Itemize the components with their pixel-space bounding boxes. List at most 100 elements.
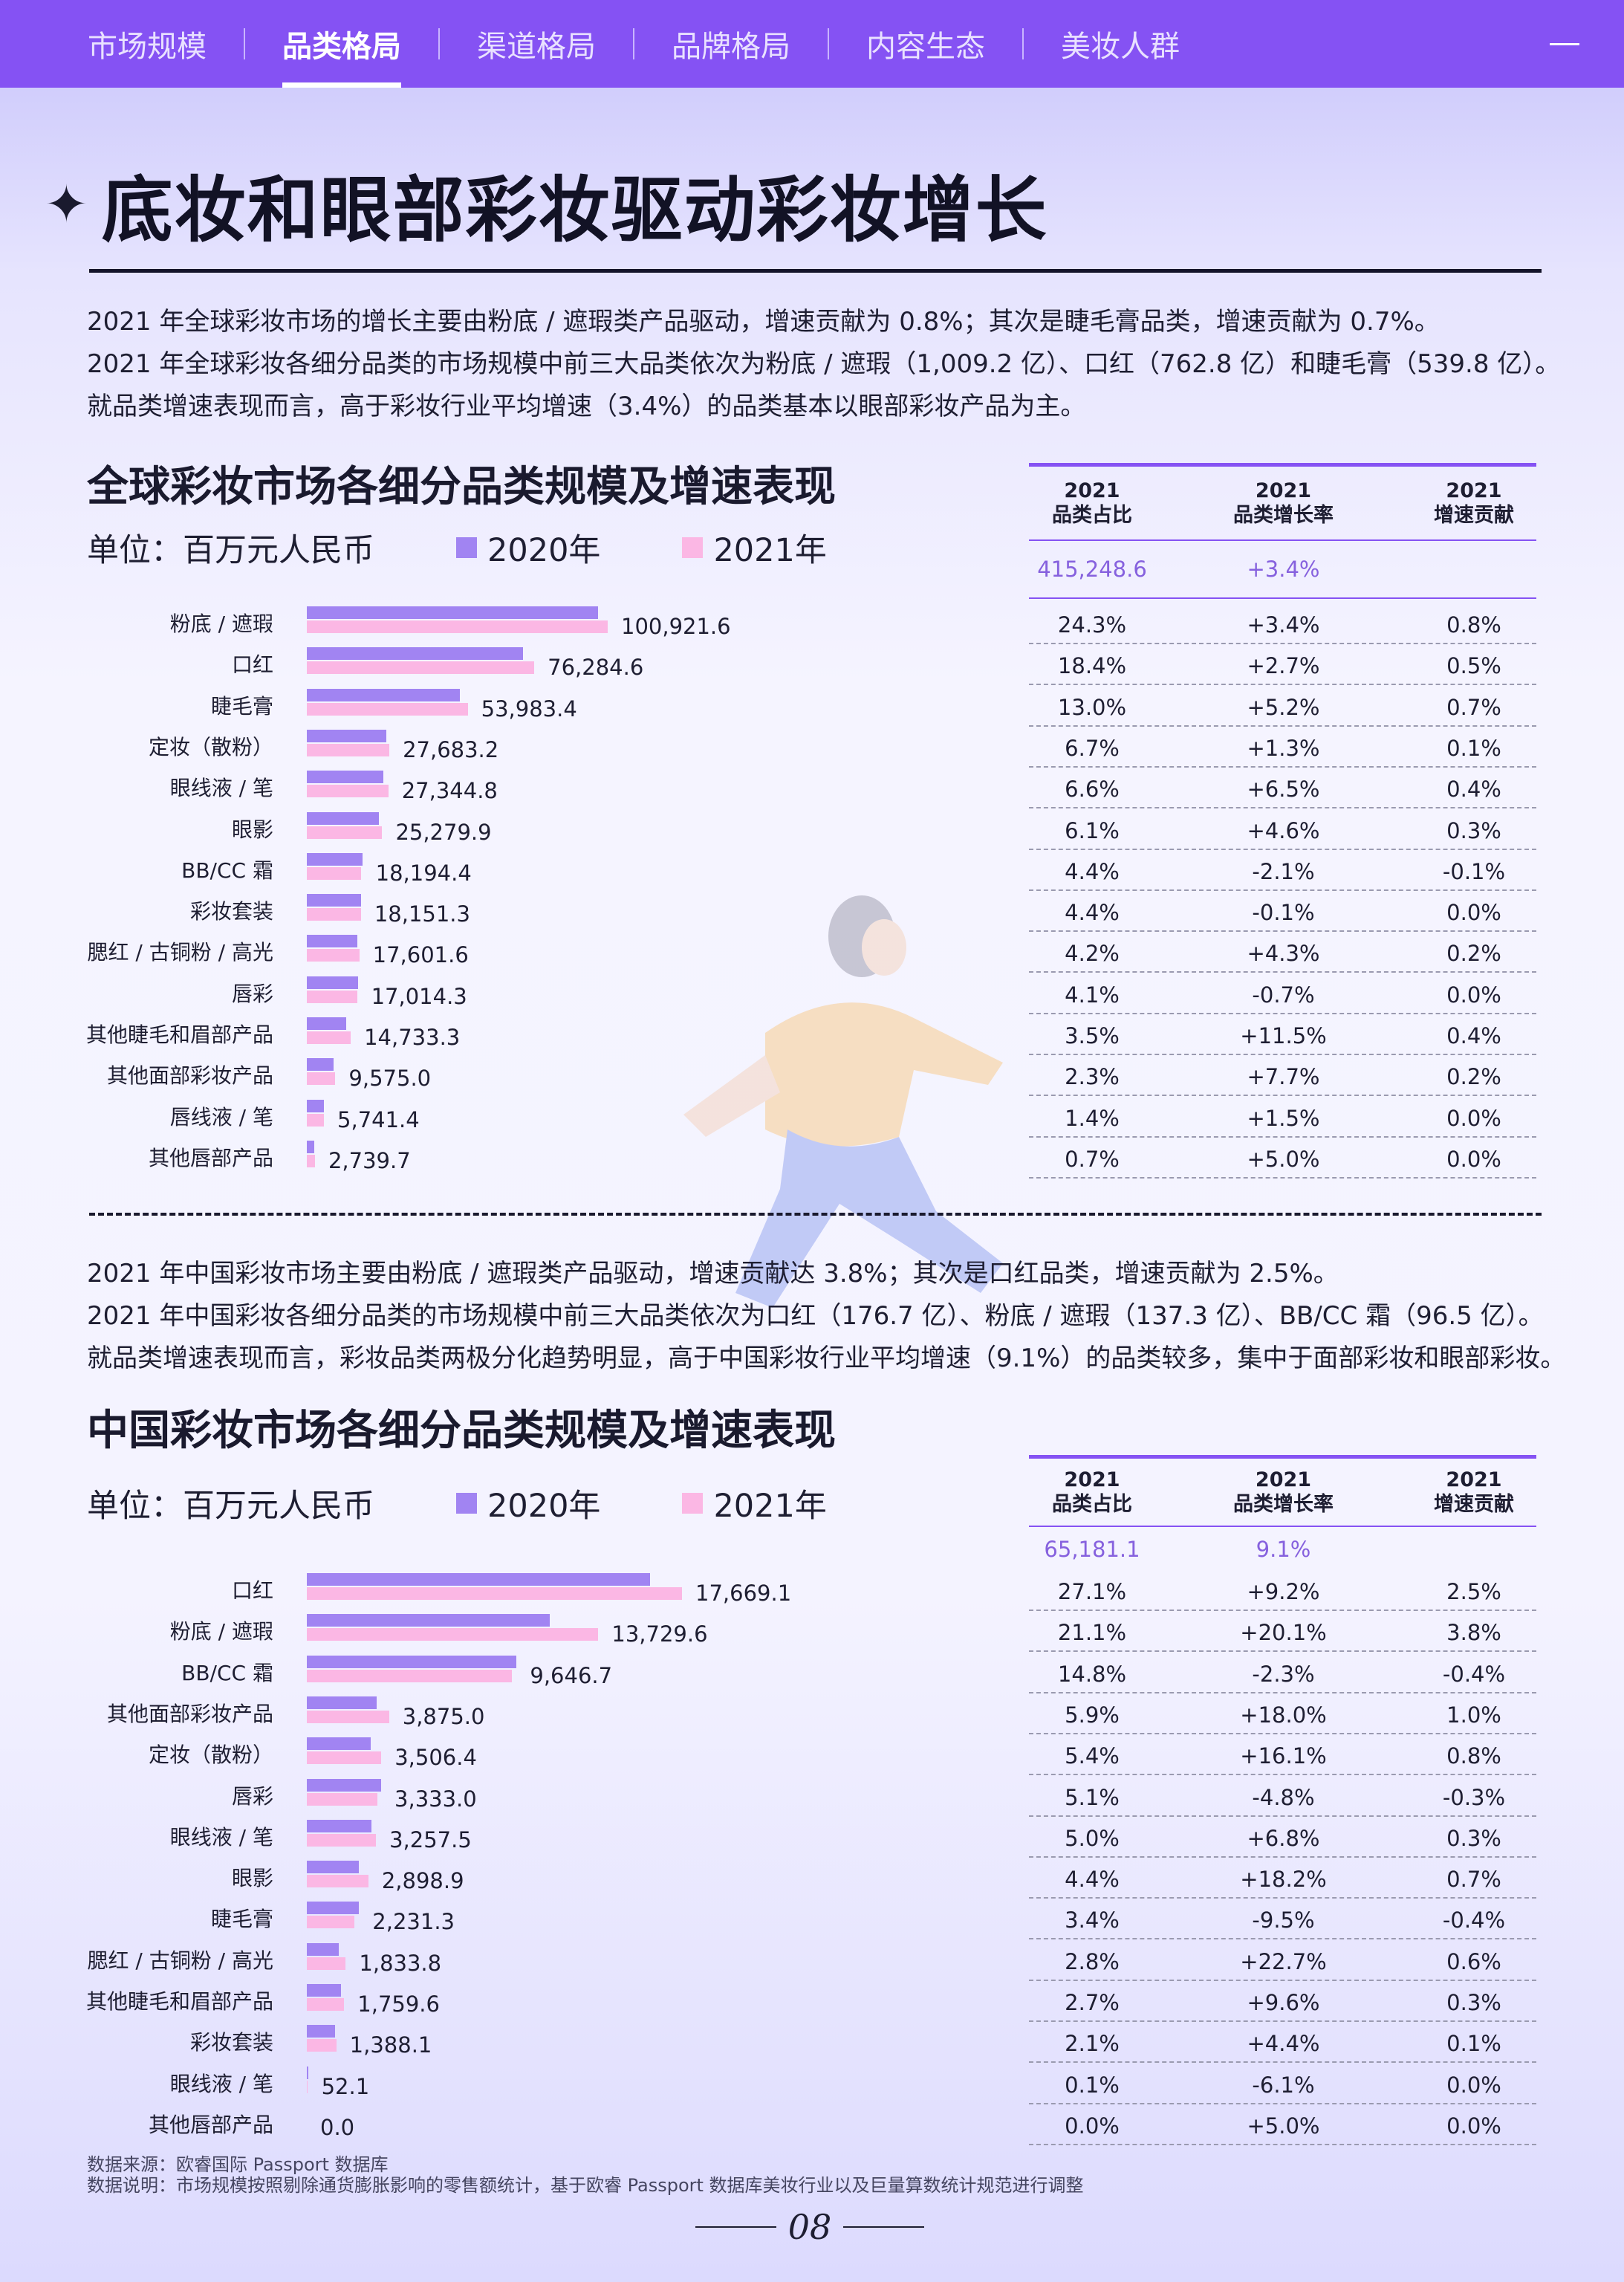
col-header-year: 2021 xyxy=(1446,479,1502,502)
tab-audience[interactable]: 美妆人群 xyxy=(1061,30,1180,64)
table-row: 眼线液 / 笔 52.1 0.1% -6.1% 0.0% xyxy=(0,2064,1624,2104)
menu-icon[interactable] xyxy=(1550,43,1579,45)
row-divider xyxy=(1029,889,1536,891)
bar-2020 xyxy=(307,1099,324,1112)
summary-line: 2021 年全球彩妆各细分品类的市场规模中前三大品类依次为粉底 / 遮瑕（1,0… xyxy=(87,349,1561,379)
bar-2020 xyxy=(307,606,598,619)
global-table-header: 2021 品类占比 2021 品类增长率 2021 增速贡献 415,248.6 +3… xyxy=(1029,463,1536,599)
value-label: 2,898.9 xyxy=(381,1868,464,1894)
value-label: 1,759.6 xyxy=(357,1991,440,2017)
growth-cell: +1.5% xyxy=(1247,1105,1320,1131)
growth-cell: -6.1% xyxy=(1252,2072,1315,2098)
bar-2021 xyxy=(307,2039,337,2052)
bar-2021 xyxy=(307,743,390,756)
row-divider xyxy=(1029,765,1536,768)
growth-cell: +4.3% xyxy=(1247,941,1320,967)
nav-separator xyxy=(633,28,634,59)
row-divider xyxy=(1029,1774,1536,1776)
table-row: 定妆（散粉） 3,506.4 5.4% +16.1% 0.8% xyxy=(0,1734,1624,1776)
row-divider xyxy=(1029,971,1536,973)
summary-line: 就品类增速表现而言，高于彩妆行业平均增速（3.4%）的品类基本以眼部彩妆产品为主… xyxy=(87,392,1086,421)
col-header-label: 品类占比 xyxy=(1052,504,1132,527)
value-label: 9,575.0 xyxy=(348,1066,432,1092)
bar-2020 xyxy=(307,688,461,701)
row-divider xyxy=(1029,725,1536,727)
row-divider xyxy=(1029,2020,1536,2022)
tab-category[interactable]: 品类格局 xyxy=(282,0,401,88)
title-rule xyxy=(89,269,1542,273)
category-label: 眼线液 / 笔 xyxy=(169,1824,273,1850)
bar-2020 xyxy=(307,976,358,989)
table-row: 唇彩 3,333.0 5.1% -4.8% -0.3% xyxy=(0,1776,1624,1817)
share-cell: 6.6% xyxy=(1065,777,1120,803)
category-label: 腮红 / 古铜粉 / 高光 xyxy=(87,1948,273,1973)
col-header-year: 2021 xyxy=(1255,479,1312,502)
category-label: 唇线液 / 笔 xyxy=(169,1104,273,1129)
contrib-cell: -0.1% xyxy=(1442,858,1506,884)
category-label: 睫毛膏 xyxy=(210,693,273,719)
row-divider xyxy=(1029,1176,1536,1179)
contrib-cell: 0.8% xyxy=(1446,1743,1501,1769)
col-header-label: 品类增长率 xyxy=(1233,1493,1334,1516)
category-label: 粉底 / 遮瑕 xyxy=(169,612,273,636)
value-label: 18,194.4 xyxy=(375,860,472,886)
china-chart-title: 中国彩妆市场各细分品类规模及增速表现 xyxy=(87,1407,836,1455)
bar-2021 xyxy=(307,1957,346,1970)
legend-swatch-2021 xyxy=(682,1493,704,1514)
growth-cell: +9.6% xyxy=(1247,1990,1320,2015)
page-number-wrap: 08 xyxy=(683,2207,936,2247)
share-cell: 5.0% xyxy=(1065,1825,1120,1851)
bar-2020 xyxy=(307,1655,517,1668)
tab-market-size[interactable]: 市场规模 xyxy=(88,30,207,64)
value-label: 0.0 xyxy=(320,2114,355,2140)
growth-cell: +4.4% xyxy=(1247,2031,1320,2057)
contrib-cell: -0.4% xyxy=(1442,1907,1506,1933)
share-cell: 21.1% xyxy=(1057,1620,1127,1646)
share-cell: 6.1% xyxy=(1065,817,1120,843)
value-label: 27,344.8 xyxy=(401,778,498,804)
nav-separator xyxy=(1022,28,1024,59)
share-cell: 5.4% xyxy=(1065,1743,1120,1769)
contrib-cell: 0.7% xyxy=(1446,694,1501,720)
table-row: 定妆（散粉） 27,683.2 6.7% +1.3% 0.1% xyxy=(0,727,1624,768)
category-label: 彩妆套装 xyxy=(189,2030,273,2055)
growth-cell: +2.7% xyxy=(1247,653,1320,679)
table-row: 粉底 / 遮瑕 13,729.6 21.1% +20.1% 3.8% xyxy=(0,1611,1624,1653)
bar-2020 xyxy=(307,1696,377,1709)
summary-line: 2021 年中国彩妆各细分品类的市场规模中前三大品类依次为口红（176.7 亿）… xyxy=(87,1301,1544,1331)
row-divider xyxy=(1029,1135,1536,1138)
share-cell: 3.5% xyxy=(1065,1023,1120,1048)
legend-swatch-2020 xyxy=(456,537,477,558)
growth-cell: +6.8% xyxy=(1247,1825,1320,1851)
value-label: 1,833.8 xyxy=(359,1950,442,1976)
contrib-cell: 0.2% xyxy=(1446,1064,1501,1090)
row-divider xyxy=(1029,1938,1536,1940)
tab-content[interactable]: 内容生态 xyxy=(866,30,985,64)
contrib-cell: 0.3% xyxy=(1446,1825,1501,1851)
summary-line: 2021 年中国彩妆市场主要由粉底 / 遮瑕类产品驱动，增速贡献达 3.8%；其… xyxy=(87,1259,1339,1289)
share-cell: 27.1% xyxy=(1057,1579,1127,1604)
bar-2020 xyxy=(307,1861,360,1874)
col-header-contrib: 2021 增速贡献 xyxy=(1412,1468,1536,1517)
category-label: 眼影 xyxy=(231,817,273,842)
category-label: 睫毛膏 xyxy=(210,1907,273,1932)
bar-2021 xyxy=(307,990,358,1003)
share-cell: 2.1% xyxy=(1065,2031,1120,2057)
data-note: 数据说明：市场规模按照剔除通货膨胀影响的零售额统计，基于欧睿 Passport … xyxy=(87,2175,1084,2196)
bar-2021 xyxy=(307,1031,351,1044)
table-row: 彩妆套装 18,151.3 4.4% -0.1% 0.0% xyxy=(0,891,1624,933)
bar-2021 xyxy=(307,1998,345,2011)
contrib-cell: 0.3% xyxy=(1446,1990,1501,2015)
contrib-cell: 0.0% xyxy=(1446,1105,1501,1131)
bar-2020 xyxy=(307,935,357,948)
table-row: 睫毛膏 53,983.4 13.0% +5.2% 0.7% xyxy=(0,686,1624,727)
growth-cell: +22.7% xyxy=(1240,1948,1327,1974)
bar-2020 xyxy=(307,2066,308,2079)
tab-brand[interactable]: 品牌格局 xyxy=(672,30,790,64)
tab-channel[interactable]: 渠道格局 xyxy=(477,30,596,64)
growth-cell: -0.1% xyxy=(1252,900,1315,926)
share-cell: 5.9% xyxy=(1065,1702,1120,1728)
data-source: 数据来源：欧睿国际 Passport 数据库 xyxy=(87,2154,389,2175)
category-label: 眼影 xyxy=(231,1866,273,1891)
summary-line: 就品类增速表现而言，彩妆品类两极分化趋势明显，高于中国彩妆行业平均增速（9.1%… xyxy=(87,1343,1566,1373)
